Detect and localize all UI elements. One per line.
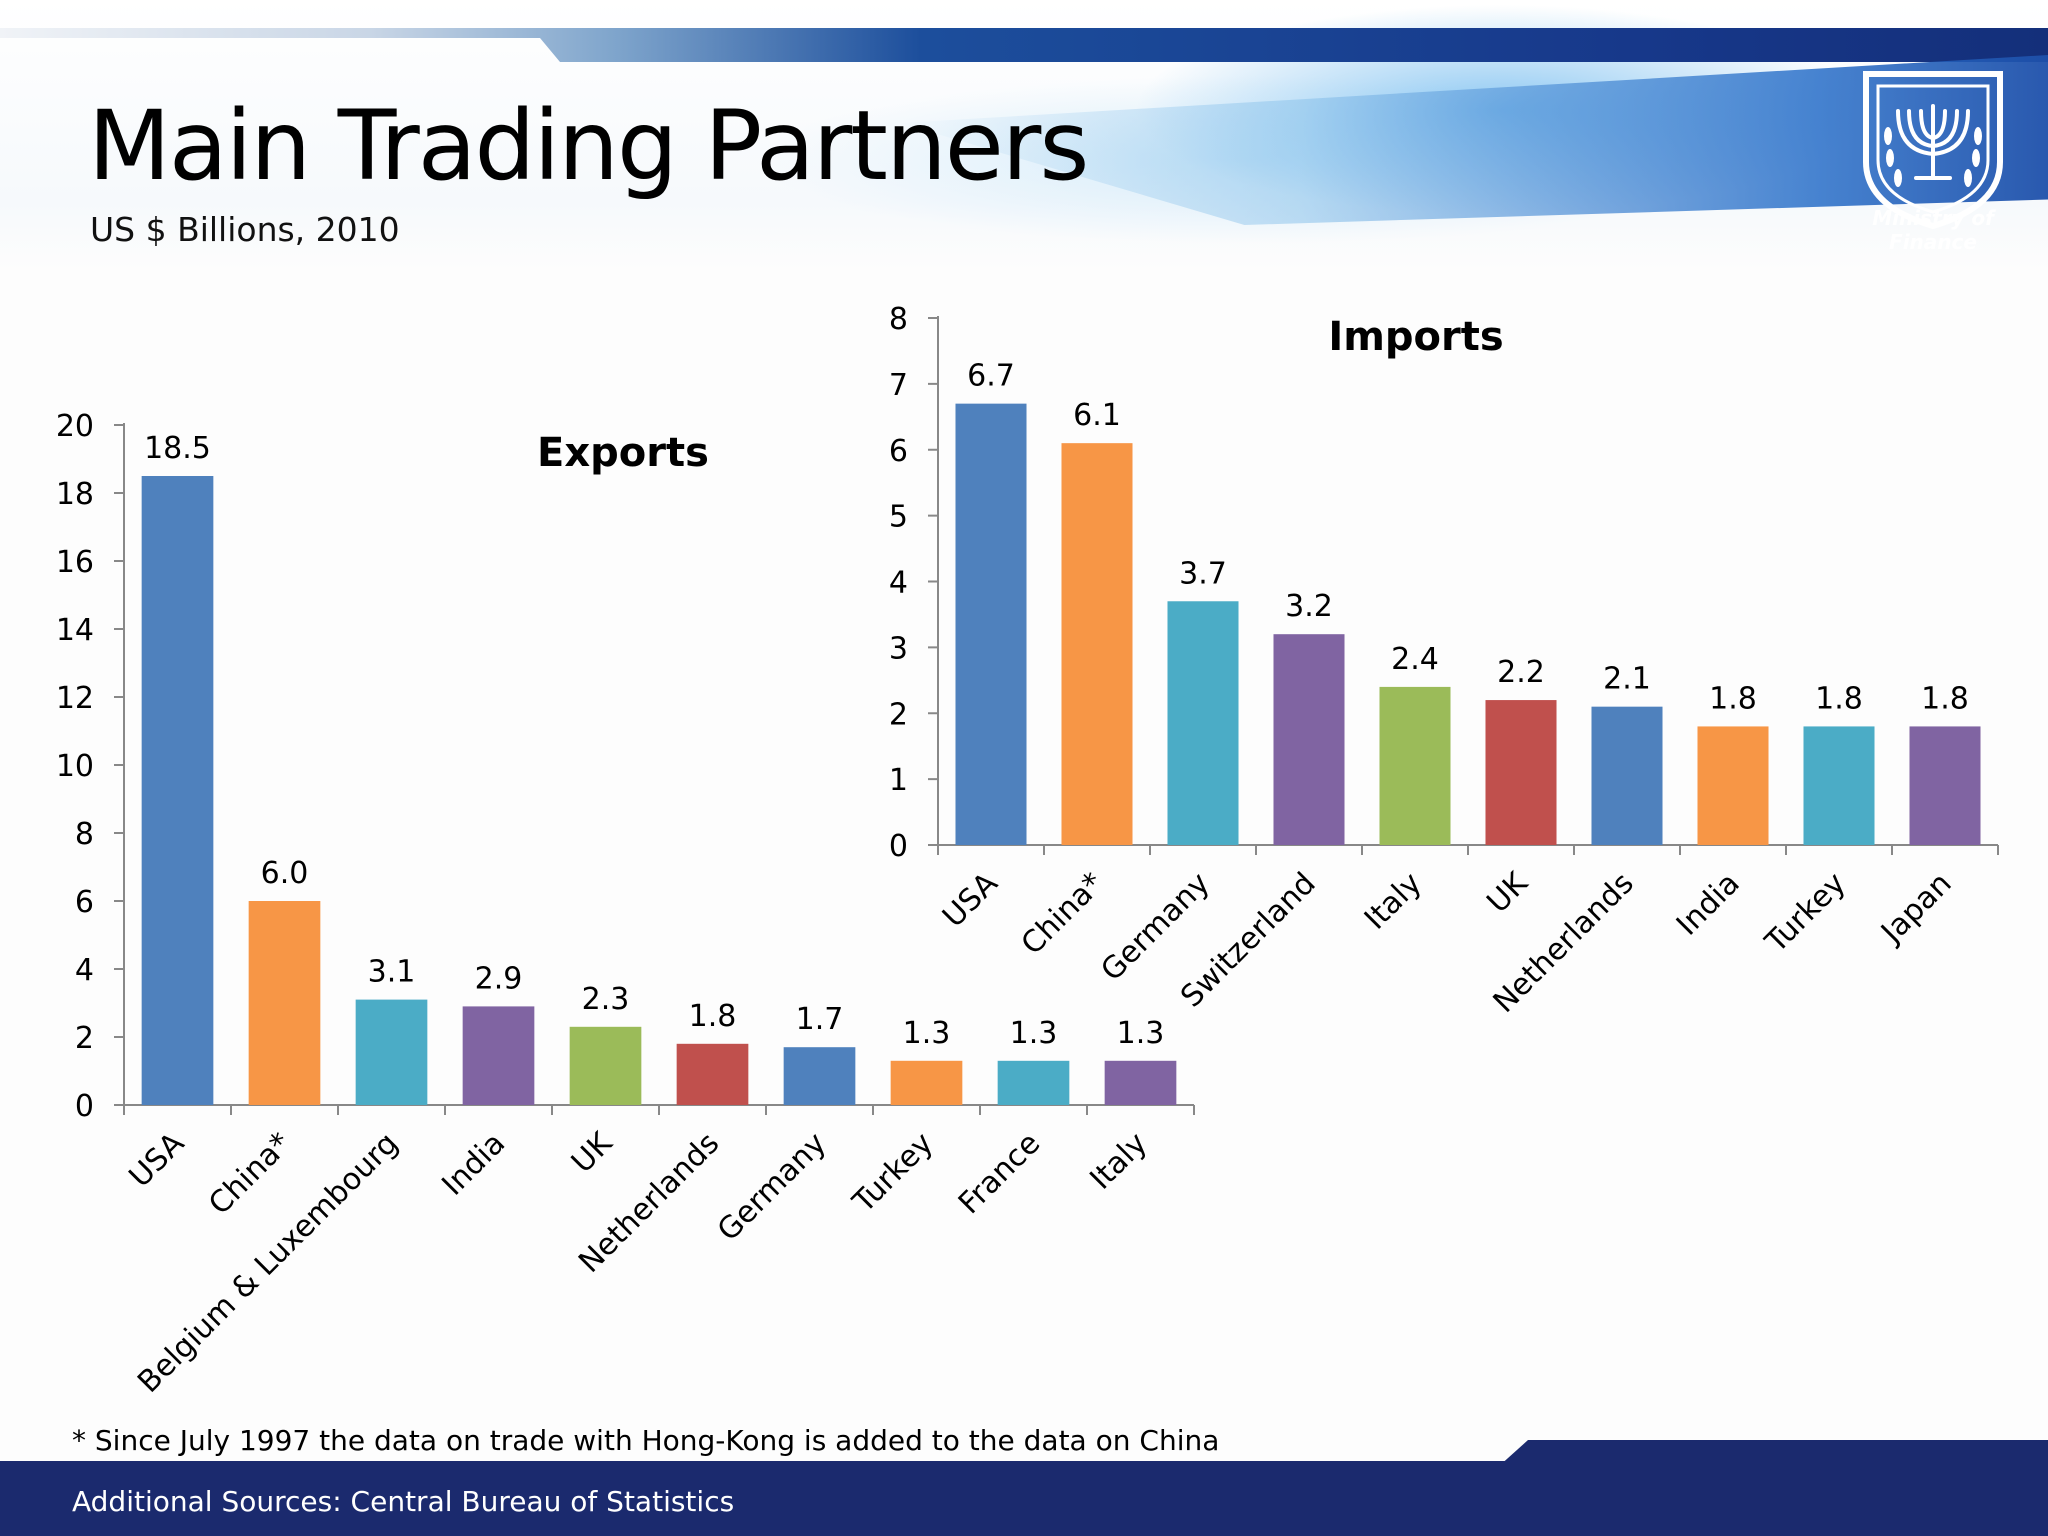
imports-bar	[1061, 443, 1133, 845]
imports-bar	[1379, 686, 1451, 845]
exports-bar	[890, 1060, 963, 1105]
imports-bar	[1909, 726, 1981, 845]
imports-chart-title: Imports	[1328, 314, 1503, 360]
exports-y-tick-label: 4	[75, 953, 94, 988]
exports-category-label: UK	[565, 1125, 620, 1180]
imports-bar	[1273, 634, 1345, 845]
page-subtitle: US $ Billions, 2010	[90, 210, 400, 249]
exports-bar	[783, 1047, 856, 1105]
exports-data-label: 1.3	[903, 1016, 951, 1051]
exports-category-label: China*	[202, 1126, 298, 1222]
imports-data-label: 1.8	[1815, 681, 1863, 716]
footer-bar: Additional Sources: Central Bureau of St…	[0, 1461, 2048, 1536]
exports-bar	[248, 901, 321, 1105]
exports-data-label: 2.3	[582, 982, 630, 1017]
imports-category-label: Japan	[1873, 866, 1958, 951]
exports-y-tick-label: 14	[56, 613, 94, 648]
imports-category-label: USA	[936, 866, 1005, 935]
imports-data-label: 2.2	[1497, 655, 1545, 690]
exports-data-label: 1.3	[1010, 1016, 1058, 1051]
exports-y-tick-label: 0	[75, 1089, 94, 1124]
exports-bar	[1104, 1060, 1177, 1105]
exports-category-label: Germany	[711, 1126, 833, 1248]
imports-data-label: 2.4	[1391, 642, 1439, 677]
exports-data-label: 1.8	[689, 999, 737, 1034]
page-title: Main Trading Partners	[88, 90, 1089, 202]
imports-data-label: 3.7	[1179, 556, 1227, 591]
exports-data-label: 3.1	[368, 955, 416, 990]
exports-y-tick-label: 2	[75, 1021, 94, 1056]
exports-bar	[569, 1026, 642, 1105]
imports-y-tick-label: 8	[889, 302, 908, 337]
exports-bar	[141, 476, 214, 1105]
imports-y-tick-label: 3	[889, 631, 908, 666]
exports-bar	[462, 1006, 535, 1105]
exports-category-label: Turkey	[846, 1126, 940, 1220]
imports-bar	[1697, 726, 1769, 845]
exports-category-label: France	[952, 1126, 1047, 1221]
exports-y-tick-label: 16	[56, 545, 94, 580]
emblem-logo-icon	[1863, 71, 2003, 230]
imports-y-tick-label: 5	[889, 500, 908, 535]
imports-y-tick-label: 2	[889, 697, 908, 732]
exports-data-label: 1.7	[796, 1002, 844, 1037]
imports-y-tick-label: 6	[889, 434, 908, 469]
logo-caption: Ministry of Finance	[1872, 206, 1994, 254]
exports-category-label: Italy	[1083, 1126, 1154, 1197]
imports-bar	[1803, 726, 1875, 845]
exports-y-tick-label: 18	[56, 477, 94, 512]
exports-bar	[997, 1060, 1070, 1105]
imports-y-tick-label: 1	[889, 763, 908, 798]
imports-category-label: China*	[1015, 866, 1111, 962]
imports-bar	[1167, 601, 1239, 845]
imports-bar	[1485, 700, 1557, 845]
imports-data-label: 2.1	[1603, 662, 1651, 697]
imports-data-label: 6.1	[1073, 398, 1121, 433]
exports-bar	[676, 1043, 749, 1105]
exports-category-label: India	[435, 1126, 512, 1203]
imports-category-label: Turkey	[1758, 866, 1852, 960]
exports-chart-title: Exports	[537, 430, 709, 476]
imports-data-label: 6.7	[967, 359, 1015, 394]
imports-category-label: UK	[1480, 865, 1535, 920]
imports-y-tick-label: 7	[889, 368, 908, 403]
exports-data-label: 2.9	[475, 961, 523, 996]
exports-bar	[355, 999, 428, 1105]
imports-data-label: 1.8	[1709, 681, 1757, 716]
imports-category-label: India	[1670, 866, 1747, 943]
imports-bar	[1591, 706, 1663, 845]
imports-category-label: Italy	[1358, 866, 1429, 937]
imports-data-label: 1.8	[1921, 681, 1969, 716]
exports-data-label: 6.0	[261, 856, 309, 891]
footnote: * Since July 1997 the data on trade with…	[72, 1424, 1220, 1457]
footer-sources: Additional Sources: Central Bureau of St…	[72, 1485, 735, 1518]
imports-data-label: 3.2	[1285, 589, 1333, 624]
exports-y-tick-label: 8	[75, 817, 94, 852]
exports-y-tick-label: 20	[56, 409, 94, 444]
imports-y-tick-label: 4	[889, 566, 908, 601]
exports-y-tick-label: 12	[56, 681, 94, 716]
exports-data-label: 1.3	[1117, 1016, 1165, 1051]
exports-y-tick-label: 10	[56, 749, 94, 784]
exports-data-label: 18.5	[144, 431, 211, 466]
exports-y-tick-label: 6	[75, 885, 94, 920]
exports-category-label: USA	[123, 1126, 192, 1195]
imports-y-tick-label: 0	[889, 829, 908, 864]
imports-bar	[955, 403, 1027, 845]
